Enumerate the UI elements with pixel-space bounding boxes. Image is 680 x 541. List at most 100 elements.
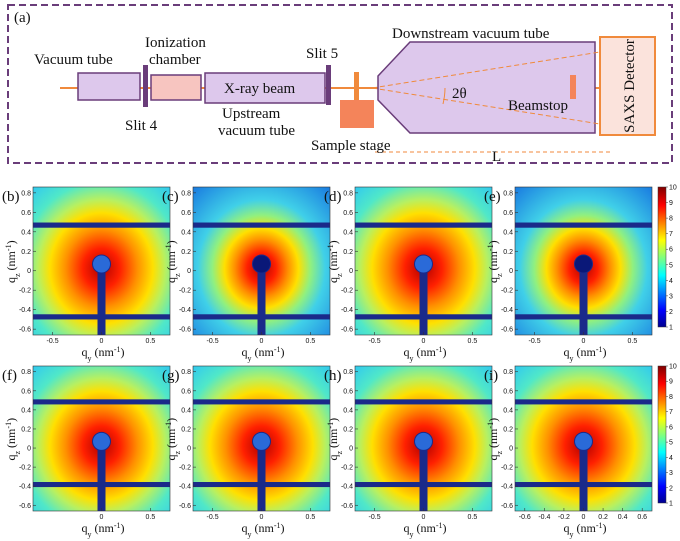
axis-label: qz (nm-1) bbox=[486, 418, 504, 461]
detector-gap bbox=[193, 399, 330, 405]
x-tick-label: 0 bbox=[422, 338, 426, 345]
y-tick-label: -0.4 bbox=[179, 307, 191, 314]
superscript: -1 bbox=[326, 422, 335, 429]
superscript: -1 bbox=[4, 244, 13, 251]
beamstop-arm bbox=[419, 441, 428, 511]
colorbar-scale bbox=[657, 365, 667, 504]
colorbar-tick-label: 7 bbox=[669, 231, 673, 238]
symbol: q bbox=[164, 455, 178, 461]
superscript: -1 bbox=[114, 521, 121, 530]
axis-label: qz (nm-1) bbox=[164, 418, 182, 461]
y-tick-label: -0.2 bbox=[19, 288, 31, 295]
colorbar-tick-label: 6 bbox=[669, 247, 673, 254]
unit: (nm bbox=[164, 428, 178, 451]
y-tick-label: 0.2 bbox=[503, 426, 513, 433]
y-tick-label: 0 bbox=[187, 446, 191, 453]
x-tick-label: 0.5 bbox=[468, 338, 478, 345]
subscript: z bbox=[173, 273, 182, 277]
y-tick-label: 0 bbox=[27, 446, 31, 453]
label: L bbox=[492, 149, 501, 165]
axis-label: qy (nm-1) bbox=[404, 345, 447, 363]
beamstop-arm bbox=[579, 441, 588, 511]
x-tick-label: -0.2 bbox=[558, 514, 570, 521]
subscript: z bbox=[335, 451, 344, 455]
symbol: q bbox=[242, 521, 248, 535]
superscript: -1 bbox=[114, 345, 121, 354]
symbol: q bbox=[564, 521, 570, 535]
y-tick-label: 0.6 bbox=[503, 388, 513, 395]
beamstop bbox=[570, 75, 576, 99]
x-tick-label: 0 bbox=[582, 514, 586, 521]
colorbar-tick-label: 8 bbox=[669, 394, 673, 401]
y-tick-label: -0.6 bbox=[179, 503, 191, 510]
unit: (nm bbox=[164, 250, 178, 273]
panel-label: (d) bbox=[324, 189, 342, 205]
y-tick-label: -0.4 bbox=[501, 307, 513, 314]
symbol: q bbox=[4, 277, 18, 283]
y-tick-label: -0.2 bbox=[179, 465, 191, 472]
colorbar-tick-label: 2 bbox=[669, 485, 673, 492]
superscript: -1 bbox=[486, 244, 495, 251]
y-tick-label: 0.6 bbox=[181, 388, 191, 395]
close: ) bbox=[443, 521, 447, 535]
panel-label: (h) bbox=[324, 368, 342, 384]
close: ) bbox=[443, 345, 447, 359]
axis-label: qz (nm-1) bbox=[326, 240, 344, 283]
y-tick-label: 0 bbox=[187, 268, 191, 275]
beamstop bbox=[414, 254, 433, 274]
x-tick-label: 0.2 bbox=[598, 514, 608, 521]
x-tick-label: 0.5 bbox=[306, 338, 316, 345]
heatmap-panel: -0.5 0 0.50.80.60.40.20-0.2-0.4-0.6qy (nm-… bbox=[162, 365, 331, 539]
label: chamber bbox=[149, 52, 201, 68]
x-tick-label: -0.5 bbox=[529, 338, 541, 345]
label: Upstream bbox=[222, 106, 281, 122]
y-tick-label: 0.4 bbox=[343, 229, 353, 236]
beamstop bbox=[92, 431, 111, 451]
y-tick-label: -0.6 bbox=[19, 327, 31, 334]
unit: (nm bbox=[4, 428, 18, 451]
superscript: -1 bbox=[436, 345, 443, 354]
colorbar-tick-label: 6 bbox=[669, 424, 673, 431]
symbol: q bbox=[326, 277, 340, 283]
sample-stage bbox=[340, 100, 374, 128]
colorbar-tick-label: 1 bbox=[669, 501, 673, 508]
x-tick-label: 0.5 bbox=[628, 338, 638, 345]
close: ) bbox=[281, 345, 285, 359]
label: X-ray beam bbox=[224, 81, 296, 97]
y-tick-label: 0 bbox=[27, 268, 31, 275]
close: ) bbox=[4, 418, 18, 422]
y-tick-label: 0.2 bbox=[181, 249, 191, 256]
superscript: -1 bbox=[326, 244, 335, 251]
symbol: q bbox=[564, 345, 570, 359]
y-tick-label: -0.4 bbox=[341, 484, 353, 491]
beamstop bbox=[252, 254, 271, 274]
y-tick-label: 0 bbox=[509, 268, 513, 275]
scatter-ray bbox=[371, 51, 601, 89]
heatmap-panel: -0.5 0 0.50.80.60.40.20-0.2-0.4-0.6qy (nm-… bbox=[162, 186, 331, 363]
slit bbox=[326, 65, 331, 105]
colorbar-tick-label: 5 bbox=[669, 440, 673, 447]
axis-label: qy (nm-1) bbox=[404, 521, 447, 539]
unit: (nm bbox=[252, 521, 275, 535]
subscript: z bbox=[495, 451, 504, 455]
detector-gap bbox=[355, 399, 492, 405]
subscript: y bbox=[410, 530, 414, 539]
vacuum-tube bbox=[77, 72, 141, 101]
superscript: -1 bbox=[436, 521, 443, 530]
symbol: q bbox=[486, 455, 500, 461]
beamstop-arm bbox=[419, 263, 428, 335]
beamstop bbox=[252, 431, 271, 451]
detector-gap bbox=[193, 222, 330, 228]
beamstop-arm bbox=[257, 263, 266, 335]
axis-label: qz (nm-1) bbox=[164, 240, 182, 283]
label: 2θ bbox=[452, 86, 467, 102]
label: vacuum tube bbox=[218, 123, 295, 139]
heatmap-panel: 0 0.50.80.60.40.20-0.2-0.4-0.6qy (nm-1)qz… bbox=[2, 365, 171, 539]
beamstop-arm bbox=[97, 441, 106, 511]
label: SAXS Detector bbox=[622, 39, 638, 133]
x-tick-label: 0 bbox=[260, 338, 264, 345]
axis-label: qy (nm-1) bbox=[82, 345, 125, 363]
close: ) bbox=[603, 345, 607, 359]
subscript: y bbox=[88, 354, 92, 363]
